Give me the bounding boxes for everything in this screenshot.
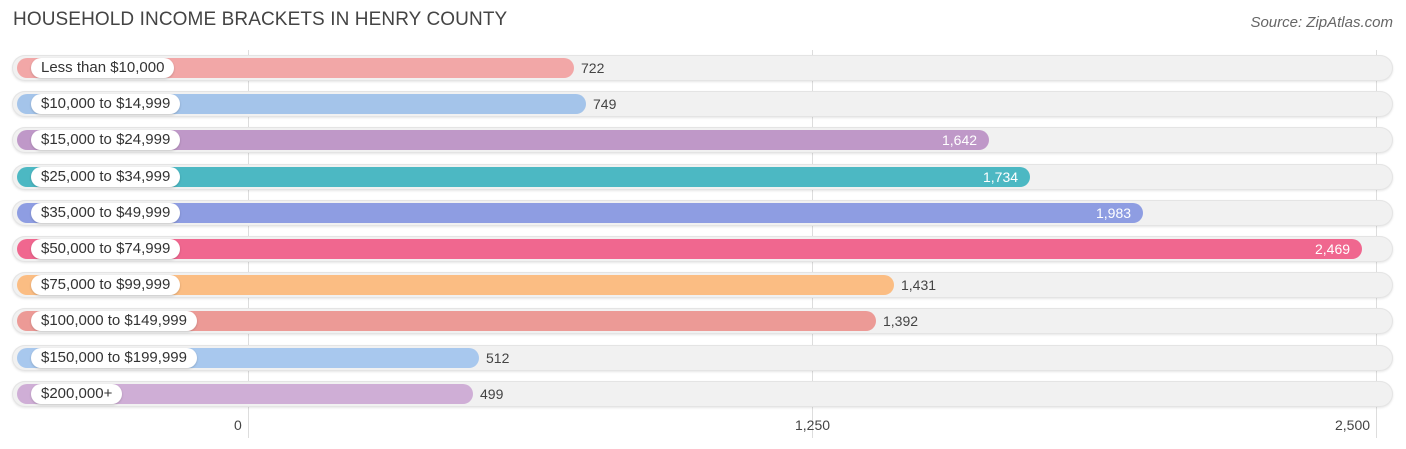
category-label: $15,000 to $24,999 — [31, 130, 181, 150]
value-label: 1,642 — [942, 132, 978, 148]
value-label: 512 — [486, 350, 510, 366]
bar — [17, 130, 989, 150]
bar — [17, 275, 894, 295]
value-label: 1,734 — [983, 169, 1019, 185]
bar — [17, 167, 1030, 187]
value-label: 749 — [593, 96, 617, 112]
bar — [17, 384, 473, 404]
x-tick-label: 2,500 — [1335, 417, 1371, 433]
value-label: 2,469 — [1315, 241, 1351, 257]
category-label: $75,000 to $99,999 — [31, 275, 181, 295]
value-label: 1,392 — [883, 313, 919, 329]
x-tick-label: 1,250 — [795, 417, 831, 433]
value-label: 1,983 — [1096, 205, 1132, 221]
category-label: $35,000 to $49,999 — [31, 203, 181, 223]
chart-title: HOUSEHOLD INCOME BRACKETS IN HENRY COUNT… — [13, 9, 508, 30]
category-label: Less than $10,000 — [31, 58, 175, 78]
category-label: $50,000 to $74,999 — [31, 239, 181, 259]
category-label: $25,000 to $34,999 — [31, 167, 181, 187]
bar — [17, 203, 1143, 223]
category-label: $150,000 to $199,999 — [31, 348, 197, 368]
bar — [17, 311, 876, 331]
x-tick-label: 0 — [234, 417, 242, 433]
bar — [17, 239, 1362, 259]
value-label: 1,431 — [901, 277, 937, 293]
category-label: $200,000+ — [31, 384, 123, 404]
source-label: Source: ZipAtlas.com — [1250, 14, 1393, 31]
category-label: $100,000 to $149,999 — [31, 311, 197, 331]
value-label: 499 — [480, 386, 504, 402]
category-label: $10,000 to $14,999 — [31, 94, 181, 114]
value-label: 722 — [581, 60, 605, 76]
